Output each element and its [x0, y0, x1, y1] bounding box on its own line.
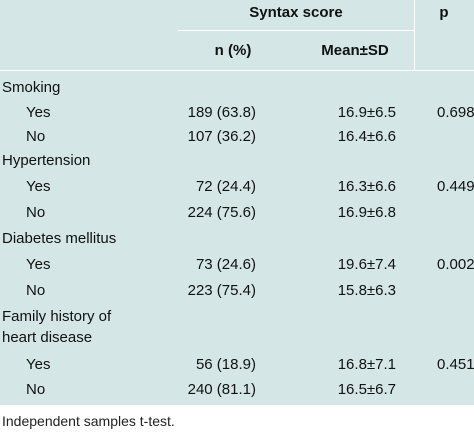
row-mean: 15.8±6.3 — [337, 282, 396, 299]
row-label: Yes — [26, 178, 51, 195]
p-header: p — [439, 4, 449, 21]
header-bottom-rule — [0, 70, 474, 71]
row-n: 72 (24.4) — [195, 178, 256, 195]
row-p: 0.698 — [437, 104, 474, 121]
table-footnote: Independent samples t-test. — [2, 413, 175, 429]
syntax-score-header: Syntax score — [249, 4, 343, 21]
row-mean: 16.9±6.5 — [337, 104, 396, 121]
row-p: 0.002 — [437, 256, 474, 273]
section-label: Diabetes mellitus — [2, 230, 117, 247]
row-mean: 16.9±6.8 — [337, 204, 396, 221]
row-n: 224 (75.6) — [187, 204, 256, 221]
row-mean: 16.5±6.7 — [337, 381, 396, 398]
row-n: 56 (18.9) — [195, 356, 256, 373]
table-panel: Syntax score p n (%) Mean±SD Smoking Yes… — [0, 0, 474, 405]
row-label: Yes — [26, 256, 51, 273]
row-label: No — [26, 204, 46, 221]
row-mean: 16.3±6.6 — [337, 178, 396, 195]
row-n: 223 (75.4) — [187, 282, 256, 299]
section-label-line2: heart disease — [2, 329, 93, 346]
row-label: No — [26, 381, 46, 398]
section-label: Hypertension — [2, 152, 91, 169]
section-label: Smoking — [2, 79, 61, 96]
row-mean: 19.6±7.4 — [337, 256, 396, 273]
row-n: 189 (63.8) — [187, 104, 256, 121]
row-p: 0.451 — [437, 356, 474, 373]
row-n: 107 (36.2) — [187, 128, 256, 145]
row-mean: 16.4±6.6 — [337, 128, 396, 145]
row-label: No — [26, 128, 46, 145]
mean-sd-header: Mean±SD — [321, 42, 389, 59]
row-label: Yes — [26, 104, 51, 121]
section-label: Family history of — [2, 308, 112, 325]
row-n: 73 (24.6) — [195, 256, 256, 273]
n-percent-header: n (%) — [214, 42, 252, 59]
row-label: No — [26, 282, 46, 299]
row-mean: 16.8±7.1 — [337, 356, 396, 373]
row-p: 0.449 — [437, 178, 474, 195]
row-label: Yes — [26, 356, 51, 373]
row-n: 240 (81.1) — [187, 381, 256, 398]
header-vertical-rule — [414, 0, 415, 70]
header-divider — [178, 30, 414, 31]
